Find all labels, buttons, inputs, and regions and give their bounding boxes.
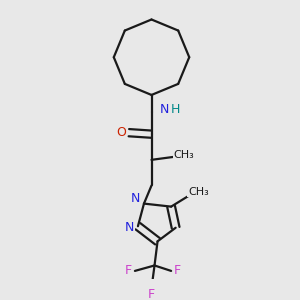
Text: H: H — [171, 103, 180, 116]
Text: N: N — [160, 103, 169, 116]
Text: CH₃: CH₃ — [173, 150, 194, 160]
Text: F: F — [125, 264, 132, 278]
Text: O: O — [116, 126, 126, 139]
Text: F: F — [174, 264, 181, 278]
Text: F: F — [148, 288, 155, 300]
Text: N: N — [131, 192, 140, 205]
Text: CH₃: CH₃ — [188, 187, 209, 196]
Text: N: N — [125, 221, 134, 234]
